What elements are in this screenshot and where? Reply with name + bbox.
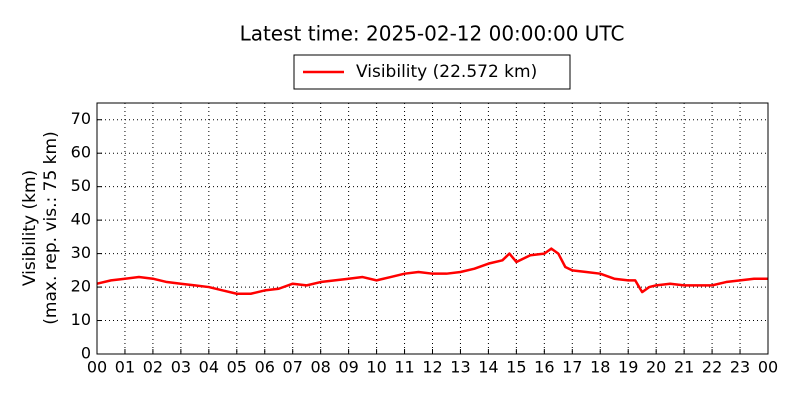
x-tick-label: 05	[227, 358, 247, 377]
x-tick-label: 17	[562, 358, 582, 377]
x-tick-label: 15	[506, 358, 526, 377]
x-tick-label: 09	[338, 358, 358, 377]
x-tick-label: 01	[115, 358, 135, 377]
x-tick-label: 02	[143, 358, 163, 377]
y-tick-label: 50	[71, 176, 91, 195]
y-tick-label: 0	[81, 344, 91, 363]
x-tick-label: 03	[171, 358, 191, 377]
x-tick-label: 00	[758, 358, 778, 377]
y-tick-label: 30	[71, 243, 91, 262]
y-tick-label: 20	[71, 277, 91, 296]
x-tick-label: 00	[87, 358, 107, 377]
x-tick-label: 21	[674, 358, 694, 377]
y-tick-label: 60	[71, 143, 91, 162]
x-tick-label: 14	[478, 358, 498, 377]
y-tick-label: 70	[71, 109, 91, 128]
x-tick-label: 10	[366, 358, 386, 377]
x-tick-label: 13	[450, 358, 470, 377]
y-tick-label: 10	[71, 310, 91, 329]
x-tick-label: 18	[590, 358, 610, 377]
x-tick-label: 06	[255, 358, 275, 377]
x-tick-label: 20	[646, 358, 666, 377]
x-tick-label: 23	[730, 358, 750, 377]
legend-label: Visibility (22.572 km)	[356, 62, 537, 82]
x-tick-label: 11	[394, 358, 414, 377]
data-line	[96, 247, 768, 296]
x-tick-label: 04	[199, 358, 219, 377]
plot-frame	[96, 102, 769, 355]
x-tick-label: 07	[283, 358, 303, 377]
y-axis-label: Visibility (km)	[20, 170, 40, 286]
x-tick-label: 16	[534, 358, 554, 377]
x-tick-label: 12	[422, 358, 442, 377]
x-tick-label: 22	[702, 358, 722, 377]
y-axis-label: (max. rep. vis.: 75 km)	[41, 131, 61, 324]
x-tick-label: 19	[618, 358, 638, 377]
chart-title: Latest time: 2025-02-12 00:00:00 UTC	[240, 22, 625, 46]
y-tick-label: 40	[71, 210, 91, 229]
x-tick-label: 08	[310, 358, 330, 377]
